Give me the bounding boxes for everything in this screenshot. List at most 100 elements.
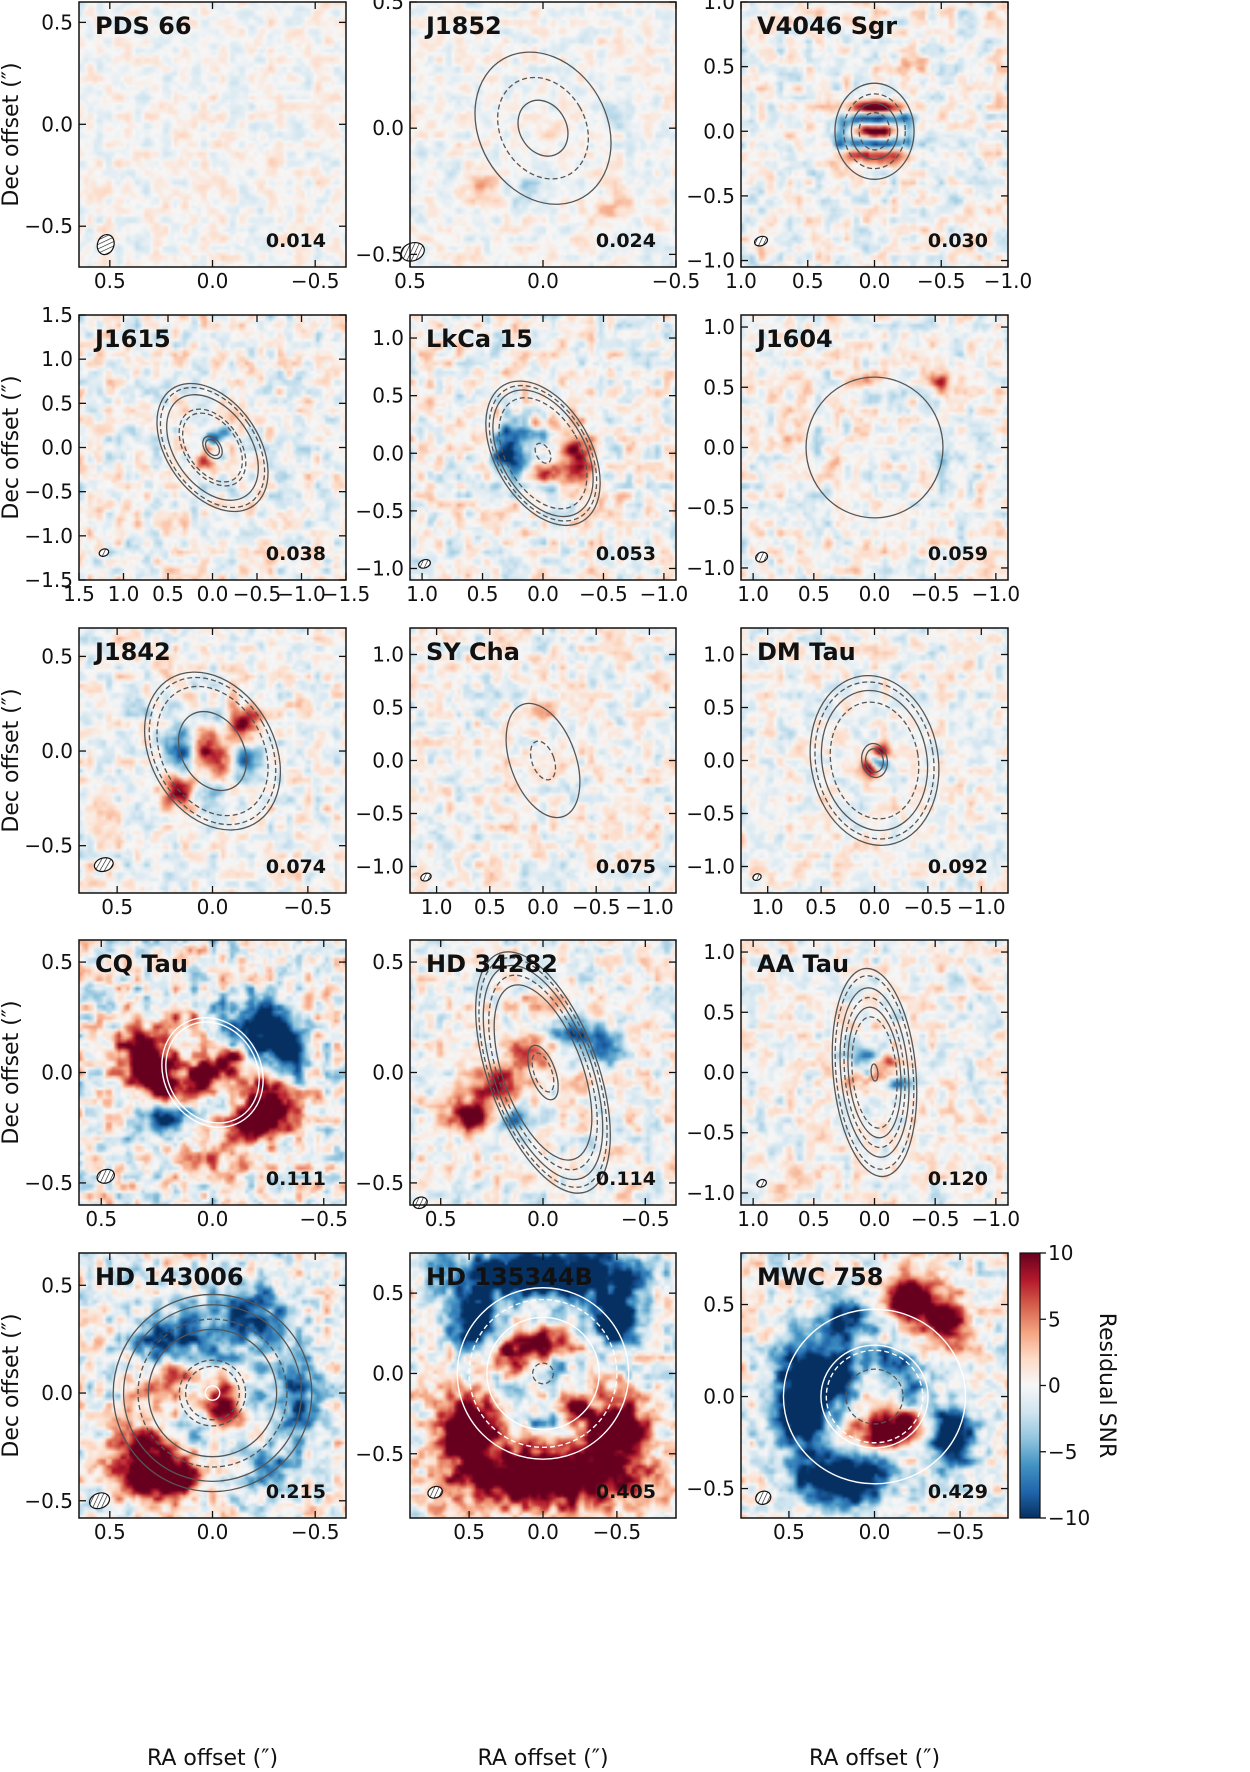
ring-model-contour (843, 996, 906, 1149)
x-tick-label: 1.0 (737, 582, 769, 606)
x-tick-label: −0.5 (936, 1520, 985, 1544)
ticks (741, 315, 1008, 580)
shared-axis-labels: Dec offset (″) Dec offset (″) Dec offset (… (0, 62, 940, 1771)
y-axis-label: Dec offset (″) (0, 1000, 24, 1144)
residual-map (410, 628, 676, 893)
ticks (79, 2, 346, 267)
residual-map (79, 2, 346, 267)
panel-title: CQ Tau (95, 950, 188, 978)
panel-title: J1615 (93, 325, 171, 353)
ring-model-contour (532, 1362, 554, 1385)
ring-model-contour (860, 742, 889, 779)
y-tick-label: −0.5 (686, 802, 735, 826)
panel-title: HD 135344B (426, 1263, 593, 1291)
ring-model-contour (159, 386, 266, 509)
x-tick-label: 0.5 (85, 1207, 117, 1231)
ticks (741, 628, 1008, 893)
panel-value: 0.059 (928, 543, 988, 565)
panel-title: J1842 (93, 638, 171, 666)
x-axis-label: RA offset (″) (147, 1746, 278, 1771)
colorbar-tick-label: −5 (1048, 1440, 1077, 1464)
x-axis-label: RA offset (″) (477, 1746, 608, 1771)
ring-model-contour (850, 102, 899, 160)
ring-model-contour (147, 1328, 278, 1458)
ring-model-contour (527, 1044, 559, 1101)
x-tick-label: 0.0 (859, 1207, 891, 1231)
x-tick-label: −0.5 (652, 269, 701, 293)
beam-ellipse (418, 558, 431, 569)
y-tick-label: −0.5 (24, 834, 73, 858)
x-tick-label: −0.5 (233, 582, 282, 606)
y-tick-label: −0.5 (24, 1171, 73, 1195)
panel-value: 0.114 (596, 1168, 656, 1190)
ticks (78, 314, 347, 581)
y-tick-label: 1.0 (703, 643, 735, 667)
y-tick-label: 0.5 (41, 1273, 73, 1297)
y-tick-label: 0.0 (41, 1061, 73, 1085)
beam-ellipse (93, 857, 114, 873)
x-tick-label: 0.5 (798, 1207, 830, 1231)
ring-model-contour (839, 987, 910, 1158)
ring-model-contour (492, 389, 594, 518)
x-tick-label: −0.5 (593, 1520, 642, 1544)
x-tick-label: 0.5 (152, 582, 184, 606)
ring-model-contour (166, 394, 259, 501)
y-tick-label: 0.0 (41, 1381, 73, 1405)
panel-value: 0.111 (266, 1168, 326, 1190)
x-tick-label: 0.5 (467, 582, 499, 606)
beam-ellipse (98, 548, 110, 557)
panel-title: HD 143006 (95, 1263, 244, 1291)
y-tick-label: 0.5 (372, 1281, 404, 1305)
ring-model-contour (488, 384, 598, 522)
x-tick-label: 0.5 (94, 269, 126, 293)
x-tick-label: −0.5 (911, 582, 960, 606)
ring-model-contour (782, 1308, 967, 1485)
ring-model-contour (843, 93, 906, 170)
ring-model-contour (820, 1344, 929, 1449)
y-tick-label: 0.0 (41, 436, 73, 460)
ring-model-contour (488, 974, 598, 1171)
ring-model-contour (845, 1368, 904, 1425)
panel-title: MWC 758 (757, 1263, 883, 1291)
ring-model-contour (534, 442, 552, 464)
y-tick-label: −1.0 (355, 556, 404, 580)
ring-model-contour (143, 671, 282, 831)
x-tick-label: 0.0 (197, 895, 229, 919)
ticks (410, 940, 676, 1205)
panel-value: 0.038 (266, 543, 326, 565)
x-tick-label: −0.5 (299, 1207, 348, 1231)
y-tick-label: −1.0 (686, 249, 735, 273)
panel-5: 1.0 0.5 0.0 −0.5 −1.01.00.50.0−0.5−1.0J16040… (686, 314, 1020, 606)
ticks (79, 940, 346, 1205)
residual-map (79, 315, 346, 580)
residual-map (741, 2, 1008, 267)
panel-title: LkCa 15 (426, 325, 533, 353)
ring-model-contour (202, 435, 223, 460)
ring-model-contour (847, 1006, 902, 1139)
y-tick-label: 0.5 (41, 644, 73, 668)
y-axis-label: Dec offset (″) (0, 688, 24, 832)
x-tick-label: 0.0 (527, 1520, 559, 1544)
ring-model-contour (531, 1052, 555, 1093)
x-tick-label: 0.5 (773, 1520, 805, 1544)
x-tick-label: −0.5 (917, 269, 966, 293)
ring-model-contour (177, 710, 248, 792)
x-tick-label: −0.5 (621, 1207, 670, 1231)
x-tick-label: 1.5 (63, 582, 95, 606)
panel-7: 1.0 0.5 0.0 −0.5 −1.01.00.50.0−0.5−1.0SY Cha… (355, 627, 677, 919)
residual-map (410, 940, 676, 1205)
ring-model-contour (122, 1304, 303, 1483)
beam-ellipse (755, 551, 769, 563)
ring-model-contour (517, 99, 569, 157)
panel-title: J1852 (424, 12, 502, 40)
panel-value: 0.075 (596, 856, 656, 878)
ring-model-contour (870, 1063, 879, 1082)
y-tick-label: 0.5 (41, 391, 73, 415)
ring-model-contour (834, 82, 915, 180)
x-tick-label: 0.5 (805, 895, 837, 919)
y-tick-label: 1.0 (41, 347, 73, 371)
ticks (741, 940, 1008, 1205)
ring-model-contour (864, 748, 885, 773)
ring-model-contour (497, 76, 589, 180)
